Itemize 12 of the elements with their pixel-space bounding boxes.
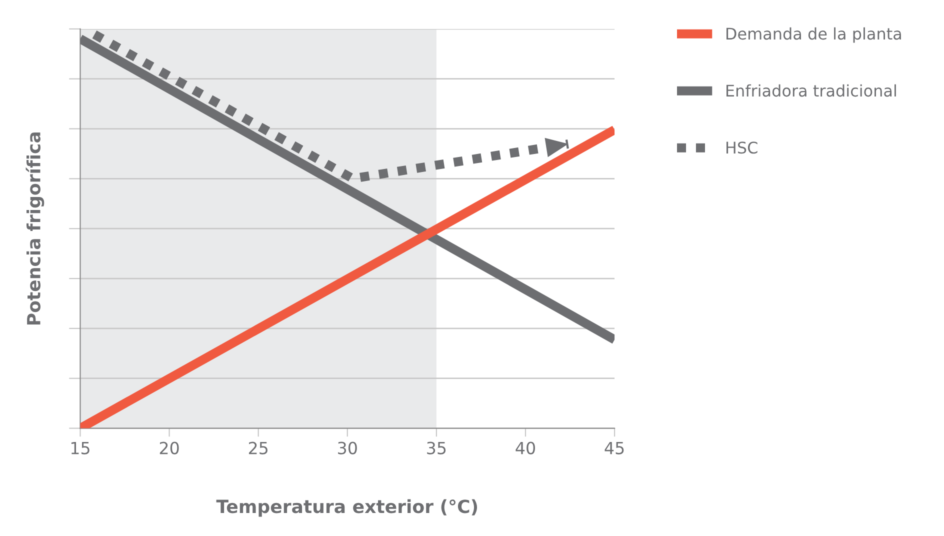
legend-label: HSC — [726, 142, 758, 154]
x-tick-label: 40 — [516, 442, 535, 454]
x-tick-label: 30 — [338, 442, 357, 454]
x-axis-title: Temperatura exterior (°C) — [216, 499, 478, 517]
x-tick-label: 20 — [160, 442, 179, 454]
x-tick-label: 35 — [427, 442, 446, 454]
y-axis-title: Potencia frigorífica — [26, 132, 44, 324]
legend-label: Enfriadora tradicional — [726, 84, 896, 97]
x-tick-label: 15 — [71, 442, 90, 454]
x-tick-label: 25 — [248, 442, 268, 454]
legend-label: Demanda de la planta — [726, 27, 901, 43]
x-tick-label: 45 — [604, 442, 624, 454]
